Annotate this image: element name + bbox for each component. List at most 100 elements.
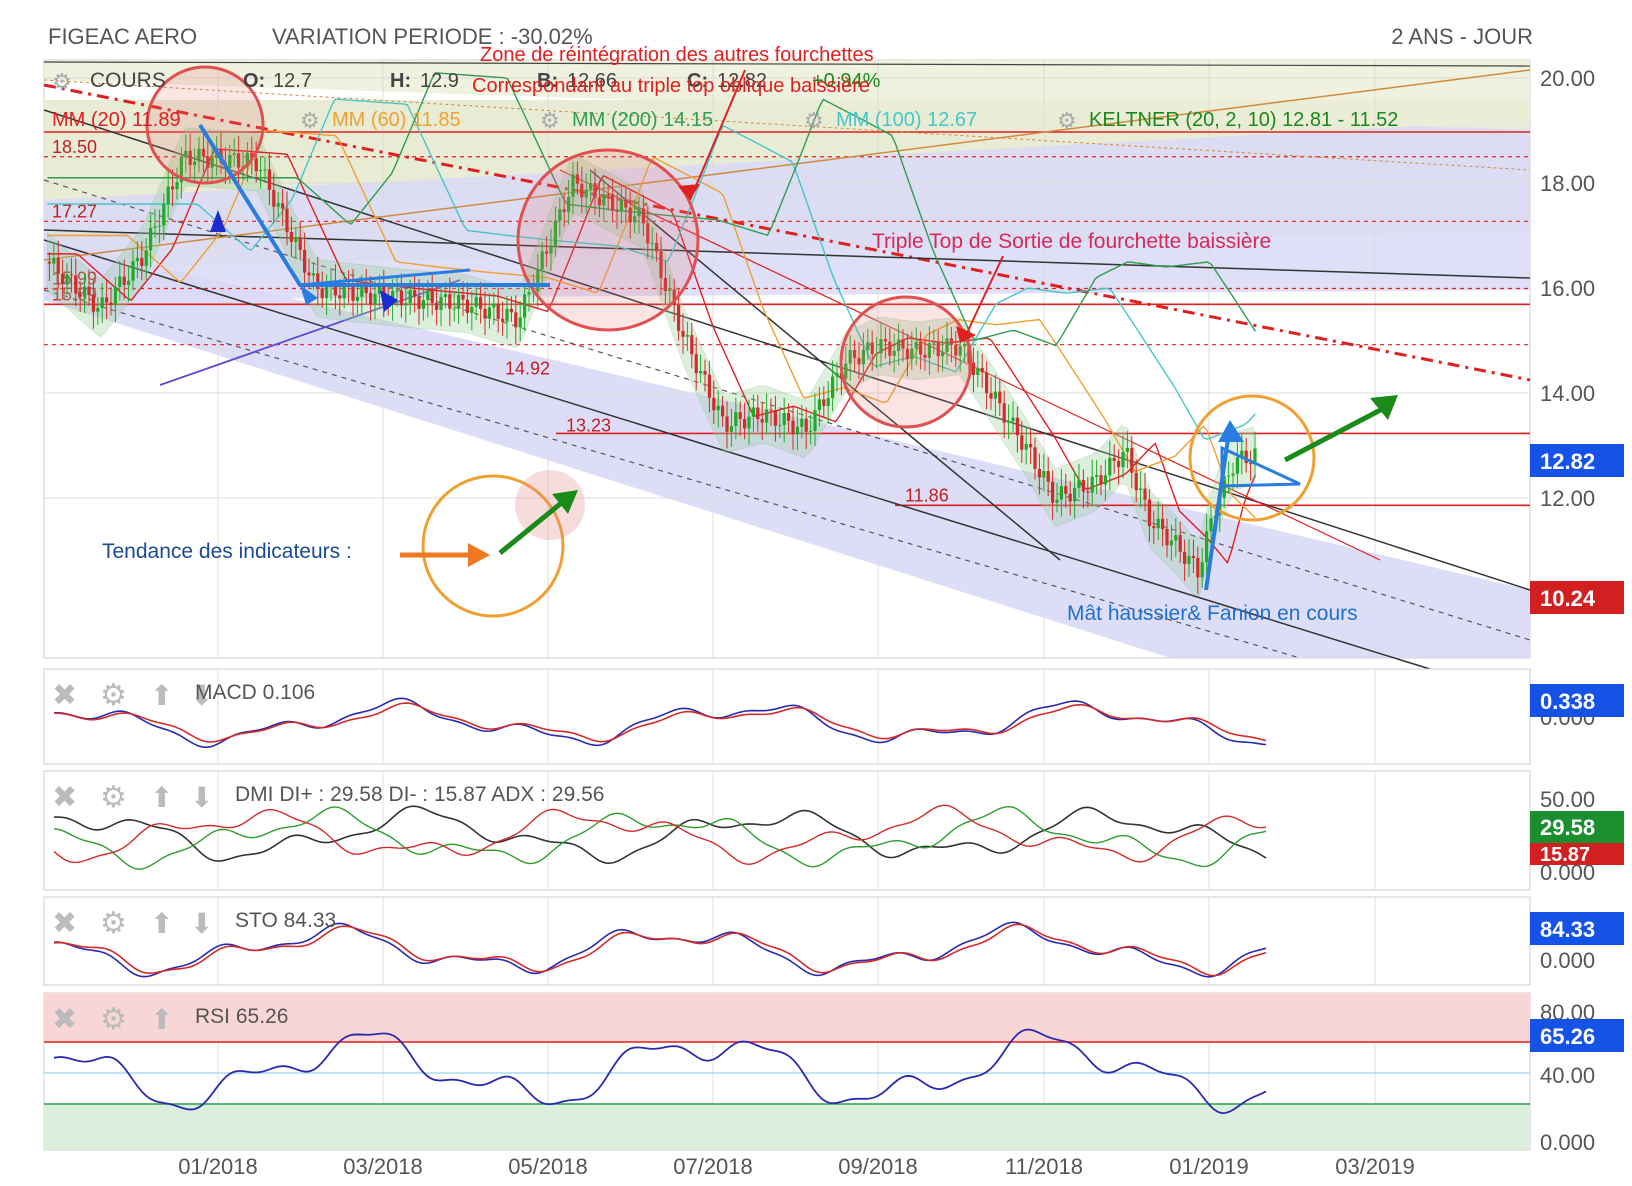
candle-body — [1029, 443, 1033, 448]
gear-icon[interactable]: ⚙ — [804, 108, 824, 133]
candle-body — [1077, 479, 1081, 488]
gear-icon[interactable]: ⚙ — [540, 108, 560, 133]
macd-badge-text: 0.338 — [1540, 689, 1595, 714]
candle-body — [536, 269, 540, 292]
level-label-18.50: 18.50 — [52, 137, 97, 157]
close-icon[interactable]: ✖ — [52, 679, 77, 712]
candle-body — [963, 343, 967, 347]
gear-icon[interactable]: ⚙ — [100, 1003, 127, 1036]
candle-body — [351, 286, 355, 301]
candle-body — [826, 398, 830, 406]
gear-icon[interactable]: ⚙ — [1057, 108, 1077, 133]
candle-body — [817, 399, 822, 411]
ohlc-value-0: 12.7 — [273, 70, 312, 92]
candle-body — [624, 200, 628, 208]
candle-body — [1134, 472, 1138, 491]
adx-line — [53, 805, 1267, 865]
candle-body — [1244, 450, 1248, 464]
price-tick-20.00: 20.00 — [1540, 66, 1595, 91]
close-icon[interactable]: ✖ — [52, 1003, 77, 1036]
di-plus-badge — [1530, 811, 1624, 843]
arrow-up-icon — [210, 210, 226, 232]
candle-body — [83, 286, 87, 297]
candle-body — [523, 294, 527, 318]
annotation-circle-2 — [839, 295, 973, 429]
annotation-circle-3 — [1188, 394, 1316, 522]
candle-body — [637, 208, 641, 217]
price-tick-12.00: 12.00 — [1540, 486, 1595, 511]
candle-body — [831, 376, 835, 399]
period-label[interactable]: 2 ANS - JOUR — [1391, 24, 1533, 49]
candle-body — [399, 290, 404, 306]
candle-body — [545, 251, 549, 254]
candle-body — [197, 148, 201, 162]
candle-body — [1191, 556, 1196, 558]
candle-body — [593, 183, 597, 198]
candle-body — [1174, 535, 1178, 541]
candle-body — [1095, 475, 1099, 477]
candle-body — [949, 338, 954, 345]
change-value: +0.94% — [812, 70, 881, 92]
arrow-down-icon[interactable]: ⬇ — [190, 908, 213, 939]
close-icon[interactable]: ✖ — [52, 907, 77, 940]
candle-body — [985, 372, 989, 394]
candle-body — [342, 284, 346, 299]
candle-body — [998, 391, 1002, 404]
candle-body — [677, 304, 681, 331]
candle-body — [1235, 457, 1240, 474]
candle-body — [681, 330, 685, 337]
gear-icon[interactable]: ⚙ — [52, 69, 72, 94]
candle-body — [69, 274, 74, 276]
arrow-up-icon[interactable]: ⬆ — [150, 1004, 173, 1035]
candle-body — [936, 342, 940, 357]
blue-pattern-line-2 — [299, 268, 471, 287]
candle-body — [1011, 417, 1015, 422]
level-label-11.86: 11.86 — [905, 485, 949, 505]
arrow-down-icon[interactable]: ⬇ — [190, 680, 213, 711]
candle-body — [421, 300, 426, 309]
arrow-down-icon[interactable]: ⬇ — [190, 782, 213, 813]
macd-badge — [1530, 684, 1624, 717]
candle-body — [228, 154, 232, 169]
sto-label: STO 84.33 — [235, 909, 336, 932]
candle-body — [135, 257, 140, 262]
candle-body — [690, 335, 694, 355]
candle-body — [263, 169, 267, 171]
trendline-0 — [43, 109, 1531, 591]
trend-green-arrow — [498, 498, 567, 555]
gear-icon[interactable]: ⚙ — [100, 679, 127, 712]
close-icon[interactable]: ✖ — [52, 781, 77, 814]
rsi-tick-1: 40.00 — [1540, 1063, 1595, 1088]
last-price-text: 12.82 — [1540, 449, 1595, 474]
candle-body — [800, 418, 804, 427]
candle-body — [1249, 463, 1253, 465]
candle-body — [1020, 435, 1024, 450]
candle-body — [1196, 557, 1200, 578]
candle-body — [844, 363, 848, 379]
candle-body — [254, 158, 258, 172]
candle-body — [773, 409, 778, 426]
candle-body — [501, 318, 505, 322]
gear-icon[interactable]: ⚙ — [100, 781, 127, 814]
di-plus-line — [53, 805, 1267, 870]
macd-panel-bg — [43, 668, 1531, 765]
candle-body — [875, 353, 879, 355]
indicator-legend-0: MM (20) 11.89 — [52, 109, 181, 131]
gear-icon[interactable]: ⚙ — [100, 907, 127, 940]
candle-body — [958, 346, 962, 356]
candle-body — [663, 277, 668, 291]
candle-body — [118, 276, 122, 288]
candle-body — [619, 200, 624, 212]
candle-body — [1033, 447, 1037, 470]
candle-body — [311, 273, 316, 276]
candle-body — [443, 294, 448, 297]
candle-body — [316, 273, 320, 289]
gear-icon[interactable]: ⚙ — [300, 108, 320, 133]
candle-body — [888, 341, 892, 356]
candle-body — [325, 286, 329, 299]
candle-body — [470, 306, 474, 313]
arrow-up-icon[interactable]: ⬆ — [150, 908, 173, 939]
candle-body — [417, 296, 421, 309]
arrow-up-icon[interactable]: ⬆ — [150, 680, 173, 711]
arrow-up-icon[interactable]: ⬆ — [150, 782, 173, 813]
